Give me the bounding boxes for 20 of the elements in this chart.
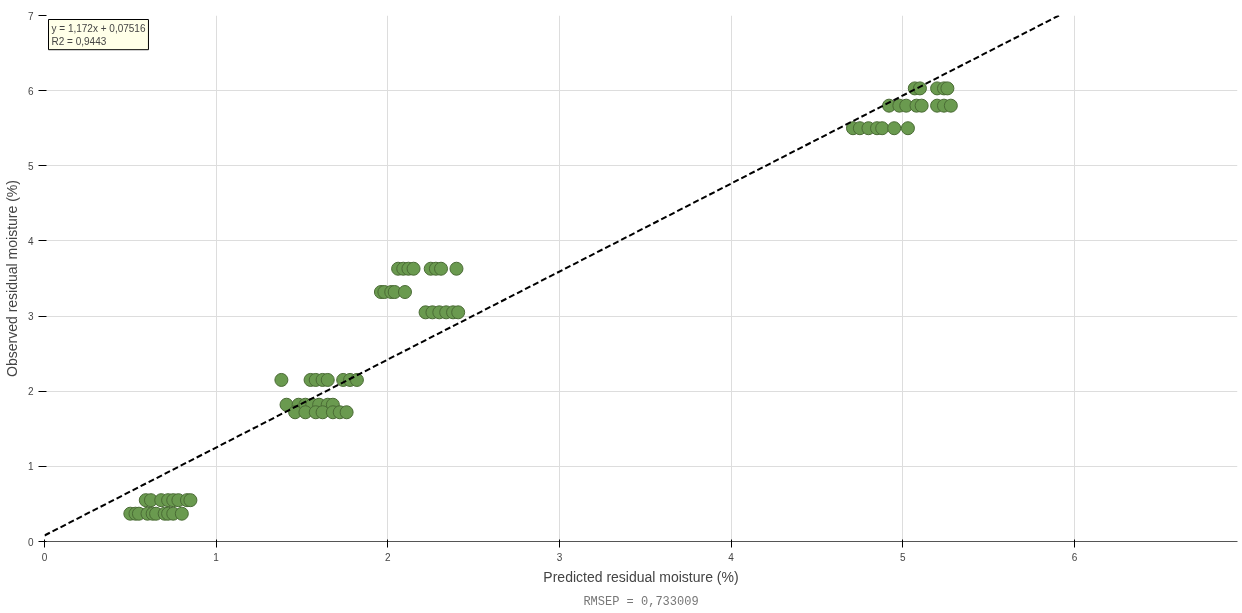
x-tick-label: 5 — [899, 551, 906, 563]
x-tick-label: 3 — [556, 551, 563, 563]
y-tick-label: 6 — [27, 85, 34, 97]
y-tick-label: 5 — [27, 160, 34, 172]
annotation: y = 1,172x + 0,07516 — [51, 22, 146, 34]
x-tick-label: 0 — [41, 551, 48, 563]
y-axis-title: Observed residual moisture (%) — [3, 180, 20, 377]
annotation: R2 = 0,9443 — [51, 35, 107, 47]
y-tick-label: 1 — [27, 461, 34, 473]
x-axis-title: Predicted residual moisture (%) — [543, 568, 739, 585]
x-tick-label: 6 — [1071, 551, 1078, 563]
y-tick-label: 0 — [27, 536, 34, 548]
x-tick-label: 1 — [213, 551, 220, 563]
text: RMSEP = 0,733009 — [583, 594, 699, 609]
y-tick-label: 2 — [27, 386, 34, 398]
y-tick-label: 7 — [27, 10, 34, 22]
y-tick-label: 3 — [27, 311, 34, 323]
x-tick-label: 2 — [385, 551, 392, 563]
y-tick-label: 4 — [27, 235, 34, 247]
x-tick-label: 4 — [728, 551, 735, 563]
